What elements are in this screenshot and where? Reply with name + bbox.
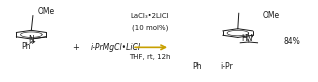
Text: Ph: Ph: [21, 42, 31, 51]
Text: (10 mol%): (10 mol%): [132, 24, 168, 31]
Text: OMe: OMe: [38, 7, 55, 16]
Text: i-PrMgCl•LiCl: i-PrMgCl•LiCl: [91, 43, 141, 52]
Text: Ph: Ph: [192, 62, 202, 71]
Text: i-Pr: i-Pr: [220, 62, 233, 71]
Text: OMe: OMe: [263, 11, 280, 20]
Text: 84%: 84%: [283, 36, 300, 46]
Text: THF, rt, 12h: THF, rt, 12h: [129, 54, 171, 60]
Text: +: +: [72, 43, 79, 52]
Text: N: N: [28, 35, 34, 44]
Text: LaCl₃•2LiCl: LaCl₃•2LiCl: [131, 13, 169, 19]
Text: HN: HN: [241, 34, 252, 43]
